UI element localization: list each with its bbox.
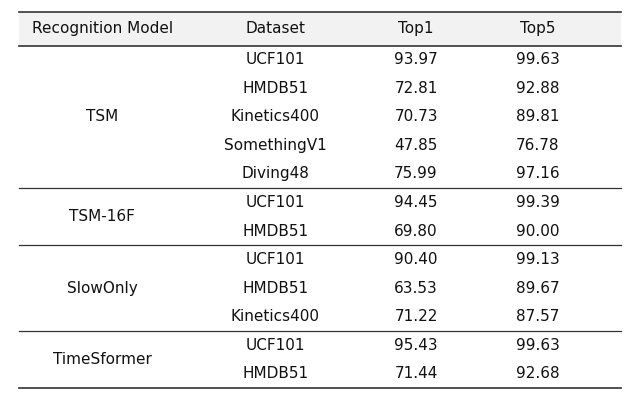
Text: TSM: TSM (86, 109, 118, 124)
Text: 99.39: 99.39 (516, 195, 559, 210)
Text: 95.43: 95.43 (394, 338, 438, 353)
Text: 92.88: 92.88 (516, 81, 559, 96)
Text: 99.63: 99.63 (516, 52, 559, 67)
Text: 89.67: 89.67 (516, 281, 559, 296)
Text: HMDB51: HMDB51 (242, 366, 308, 381)
Text: 76.78: 76.78 (516, 138, 559, 153)
Text: 70.73: 70.73 (394, 109, 438, 124)
Text: 99.63: 99.63 (516, 338, 559, 353)
Text: UCF101: UCF101 (246, 52, 305, 67)
Text: 93.97: 93.97 (394, 52, 438, 67)
Text: 69.80: 69.80 (394, 224, 438, 238)
Text: 75.99: 75.99 (394, 166, 438, 181)
Text: Kinetics400: Kinetics400 (230, 309, 320, 324)
Text: UCF101: UCF101 (246, 338, 305, 353)
Text: SlowOnly: SlowOnly (67, 281, 138, 296)
Text: HMDB51: HMDB51 (242, 281, 308, 296)
Text: TSM-16F: TSM-16F (70, 209, 135, 224)
Text: 97.16: 97.16 (516, 166, 559, 181)
Text: 47.85: 47.85 (394, 138, 438, 153)
Text: 89.81: 89.81 (516, 109, 559, 124)
Text: Dataset: Dataset (245, 21, 305, 36)
Text: 92.68: 92.68 (516, 366, 559, 381)
Text: Recognition Model: Recognition Model (32, 21, 173, 36)
Text: Top5: Top5 (520, 21, 556, 36)
Text: SomethingV1: SomethingV1 (224, 138, 326, 153)
Text: 63.53: 63.53 (394, 281, 438, 296)
Text: UCF101: UCF101 (246, 195, 305, 210)
Text: 72.81: 72.81 (394, 81, 438, 96)
Text: 90.40: 90.40 (394, 252, 438, 267)
Bar (19, 12, 621, 46)
Text: 90.00: 90.00 (516, 224, 559, 238)
Text: HMDB51: HMDB51 (242, 224, 308, 238)
Text: Top1: Top1 (398, 21, 434, 36)
Text: 99.13: 99.13 (516, 252, 559, 267)
Text: TimeSformer: TimeSformer (53, 352, 152, 367)
Text: Diving48: Diving48 (241, 166, 309, 181)
Text: 71.22: 71.22 (394, 309, 438, 324)
Text: UCF101: UCF101 (246, 252, 305, 267)
Text: 87.57: 87.57 (516, 309, 559, 324)
Text: 94.45: 94.45 (394, 195, 438, 210)
Text: HMDB51: HMDB51 (242, 81, 308, 96)
Text: Kinetics400: Kinetics400 (230, 109, 320, 124)
Text: 71.44: 71.44 (394, 366, 438, 381)
